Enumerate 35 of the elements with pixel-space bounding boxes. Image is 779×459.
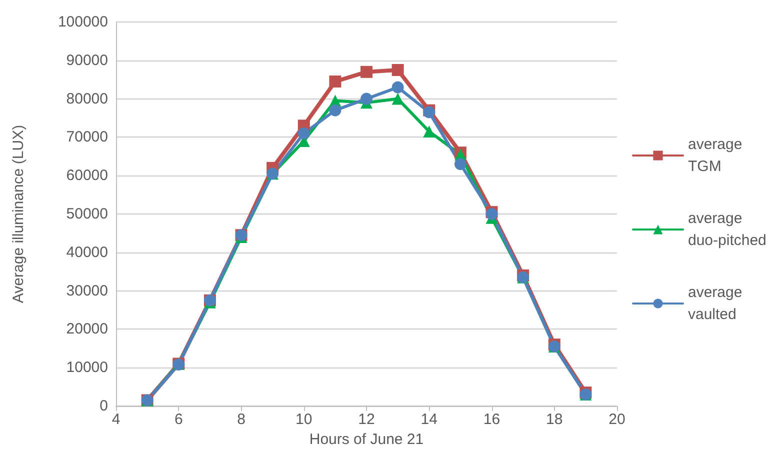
point	[454, 158, 466, 170]
point	[360, 66, 372, 78]
x-tick-label: 8	[237, 411, 246, 428]
y-tick-label: 80000	[66, 90, 108, 108]
y-tick-label: 50000	[66, 206, 108, 222]
y-tick-label: 30000	[66, 282, 108, 300]
point	[329, 104, 342, 116]
y-axis-title: Average illuminance (LUX)	[10, 124, 27, 304]
legend-label: average TGM	[688, 136, 746, 175]
x-tick-label: 6	[174, 411, 183, 428]
x-tick-label: 10	[296, 411, 312, 428]
x-tick-label: 20	[608, 411, 626, 428]
x-tick-label: 16	[483, 411, 500, 428]
x-tick-label: 14	[420, 411, 438, 428]
point	[329, 76, 342, 88]
y-tick-label: 40000	[66, 244, 108, 261]
y-tick-label: 10000	[66, 359, 108, 376]
legend-label: average duo-pitched	[688, 210, 766, 249]
x-axis-title: Hours of June 21	[309, 430, 424, 448]
point	[392, 92, 404, 105]
point	[392, 81, 404, 94]
y-tick-label: 0	[100, 398, 108, 414]
y-tick-label: 60000	[66, 167, 108, 184]
y-tick-label: 100000	[58, 14, 108, 30]
point	[360, 92, 372, 105]
point	[298, 127, 310, 140]
y-tick-label: 20000	[66, 320, 108, 338]
legend-label: average vaulted	[688, 284, 746, 323]
point	[423, 125, 436, 138]
x-tick-label: 18	[546, 411, 563, 428]
x-tick-label: 4	[112, 411, 120, 428]
point	[392, 64, 404, 76]
y-tick-label: 70000	[66, 128, 108, 146]
x-tick-label: 12	[358, 411, 375, 428]
y-tick-label: 90000	[66, 52, 108, 69]
